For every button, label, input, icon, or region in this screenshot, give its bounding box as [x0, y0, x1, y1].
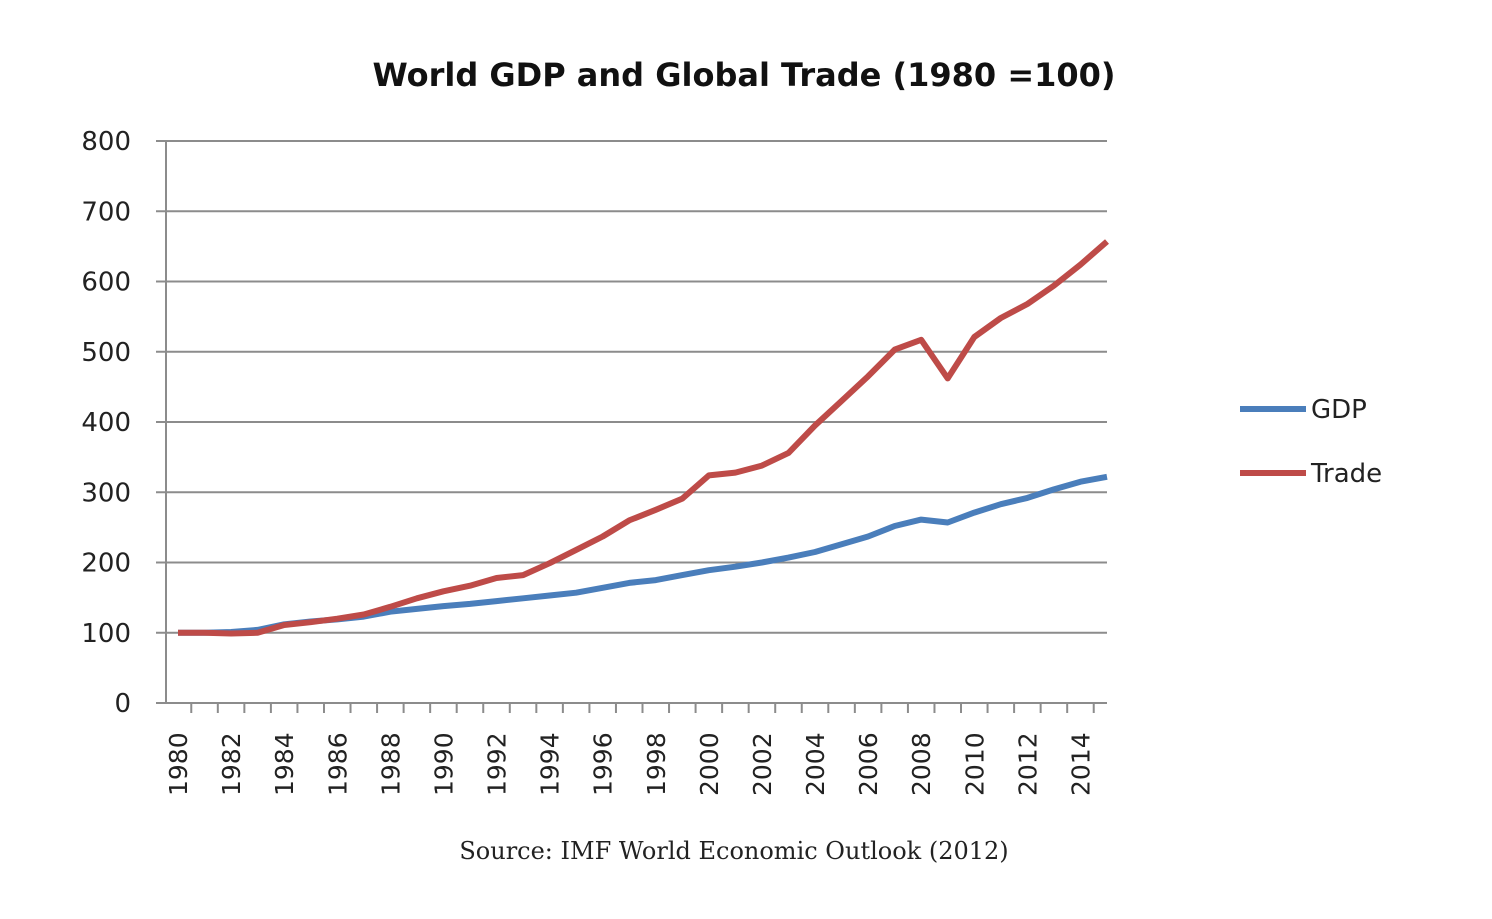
series-lines — [178, 239, 1109, 637]
y-tick-label: 400 — [81, 408, 131, 438]
x-tick-label: 1980 — [164, 732, 193, 796]
y-tick-label: 700 — [81, 197, 131, 227]
x-tick-label: 1990 — [429, 732, 458, 796]
x-tick-label: 1994 — [536, 732, 565, 796]
x-tick-label: 1984 — [270, 732, 299, 796]
x-tick-label: 2012 — [1013, 732, 1042, 796]
chart-title: World GDP and Global Trade (1980 =100) — [372, 56, 1115, 94]
x-tick-label: 2008 — [907, 732, 936, 796]
legend-label-gdp: GDP — [1311, 395, 1367, 425]
y-tick-label: 0 — [114, 689, 131, 719]
x-tick-label: 2000 — [695, 732, 724, 796]
series-line-gdp — [178, 473, 1108, 636]
y-tick-label: 100 — [81, 619, 131, 649]
x-tick-label: 1996 — [589, 732, 618, 796]
x-tick-label: 1986 — [323, 732, 352, 796]
y-tick-label: 200 — [81, 549, 131, 579]
x-tick-label: 2014 — [1066, 732, 1095, 796]
y-tick-label: 800 — [81, 127, 131, 157]
y-tick-label: 500 — [81, 338, 131, 368]
x-tick-label: 2006 — [854, 732, 883, 796]
x-tick-label: 2004 — [801, 732, 830, 796]
y-axis-ticks: 0 100 200 300 400 500 600 700 800 — [81, 127, 166, 719]
series-line-trade — [178, 239, 1109, 637]
legend: GDP Trade — [1240, 395, 1382, 489]
x-tick-label: 1992 — [483, 732, 512, 796]
legend-label-trade: Trade — [1310, 459, 1382, 489]
x-tick-label: 1988 — [376, 732, 405, 796]
gridlines — [166, 140, 1107, 634]
x-tick-label: 2010 — [960, 732, 989, 796]
x-axis-ticks: 1980 1982 1984 1986 1988 1990 1992 1994 1996 1998… — [164, 703, 1095, 796]
y-tick-label: 300 — [81, 478, 131, 508]
x-tick-label: 1982 — [217, 732, 246, 796]
x-tick-label: 1998 — [642, 732, 671, 796]
x-tick-label: 2002 — [748, 732, 777, 796]
source-note: Source: IMF World Economic Outlook (2012… — [459, 837, 1008, 865]
y-tick-label: 600 — [81, 268, 131, 298]
